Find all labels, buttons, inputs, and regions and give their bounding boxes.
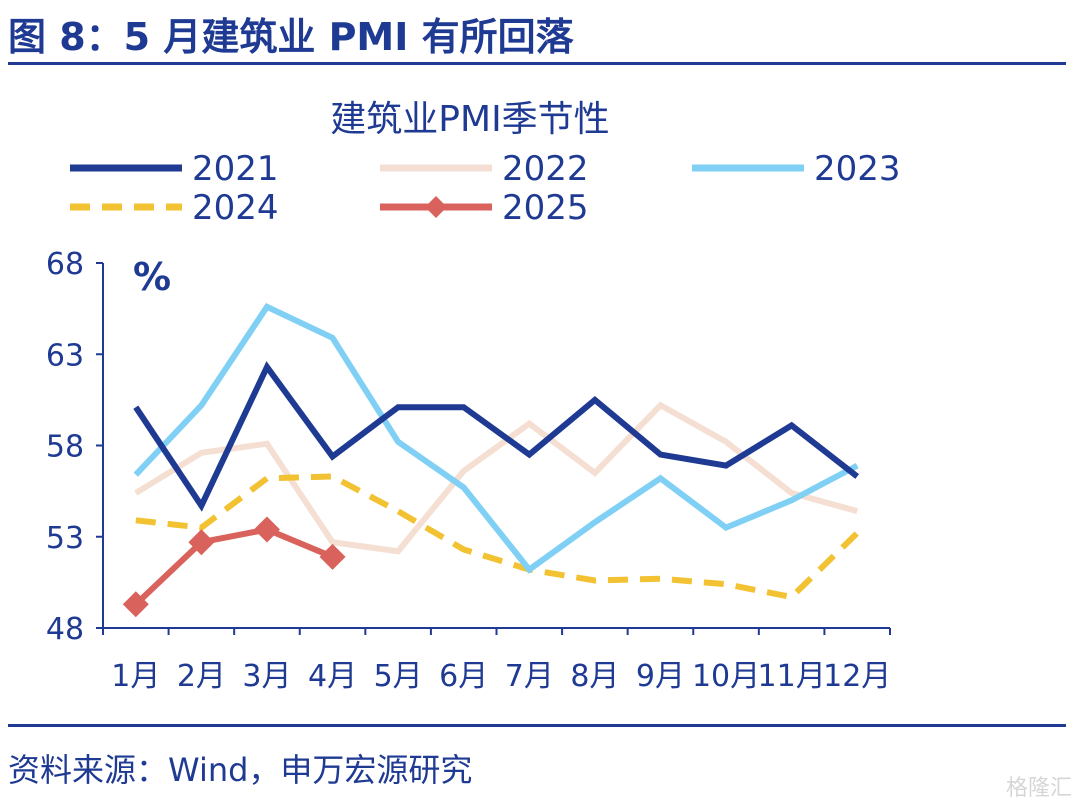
watermark: 格隆汇	[1005, 776, 1072, 801]
legend-label-2023: 2023	[814, 149, 901, 189]
data-point-2025	[122, 591, 149, 618]
figure-title: 图 8：5 月建筑业 PMI 有所回落	[8, 15, 574, 59]
data-point-2025	[253, 516, 280, 543]
x-tick-label: 2月	[177, 659, 226, 694]
x-tick-label: 7月	[505, 659, 554, 694]
plot-area	[122, 302, 860, 618]
x-tick-label: 1月	[111, 659, 160, 694]
legend-label-2021: 2021	[192, 149, 279, 189]
y-tick-label: 53	[46, 521, 84, 556]
legend: 2021 2022 2023 2024 2025	[70, 149, 901, 228]
x-tick-label: 4月	[308, 659, 357, 694]
x-tick-label: 5月	[374, 659, 423, 694]
x-tick-label: 8月	[570, 659, 619, 694]
y-unit-label: %	[133, 255, 171, 299]
bottom-rule	[8, 724, 1066, 727]
x-tick-label: 10月	[692, 659, 760, 694]
source-note: 资料来源：Wind，申万宏源研究	[8, 751, 473, 789]
y-tick-label: 68	[46, 247, 84, 282]
x-tick-label: 6月	[439, 659, 488, 694]
chart-title: 建筑业PMI季节性	[330, 99, 609, 140]
x-tick-label: 3月	[242, 659, 291, 694]
legend-label-2024: 2024	[192, 188, 279, 228]
data-point-2025	[188, 529, 215, 556]
series-line-2022	[134, 401, 859, 555]
series-line-2023	[133, 302, 859, 574]
x-tick-label: 12月	[823, 659, 891, 694]
series-line-2024	[135, 473, 860, 601]
x-tick-label: 9月	[636, 659, 685, 694]
data-point-2025	[319, 543, 346, 570]
top-rule	[8, 62, 1066, 65]
series-line-2021	[133, 361, 860, 512]
y-tick-label: 48	[46, 612, 84, 647]
x-tick-label: 11月	[758, 659, 826, 694]
series-line-2025	[133, 526, 334, 607]
y-tick-label: 63	[46, 338, 84, 373]
legend-label-2022: 2022	[502, 149, 589, 189]
y-tick-label: 58	[46, 430, 84, 465]
legend-marker-2025	[425, 196, 447, 218]
legend-label-2025: 2025	[502, 188, 589, 228]
